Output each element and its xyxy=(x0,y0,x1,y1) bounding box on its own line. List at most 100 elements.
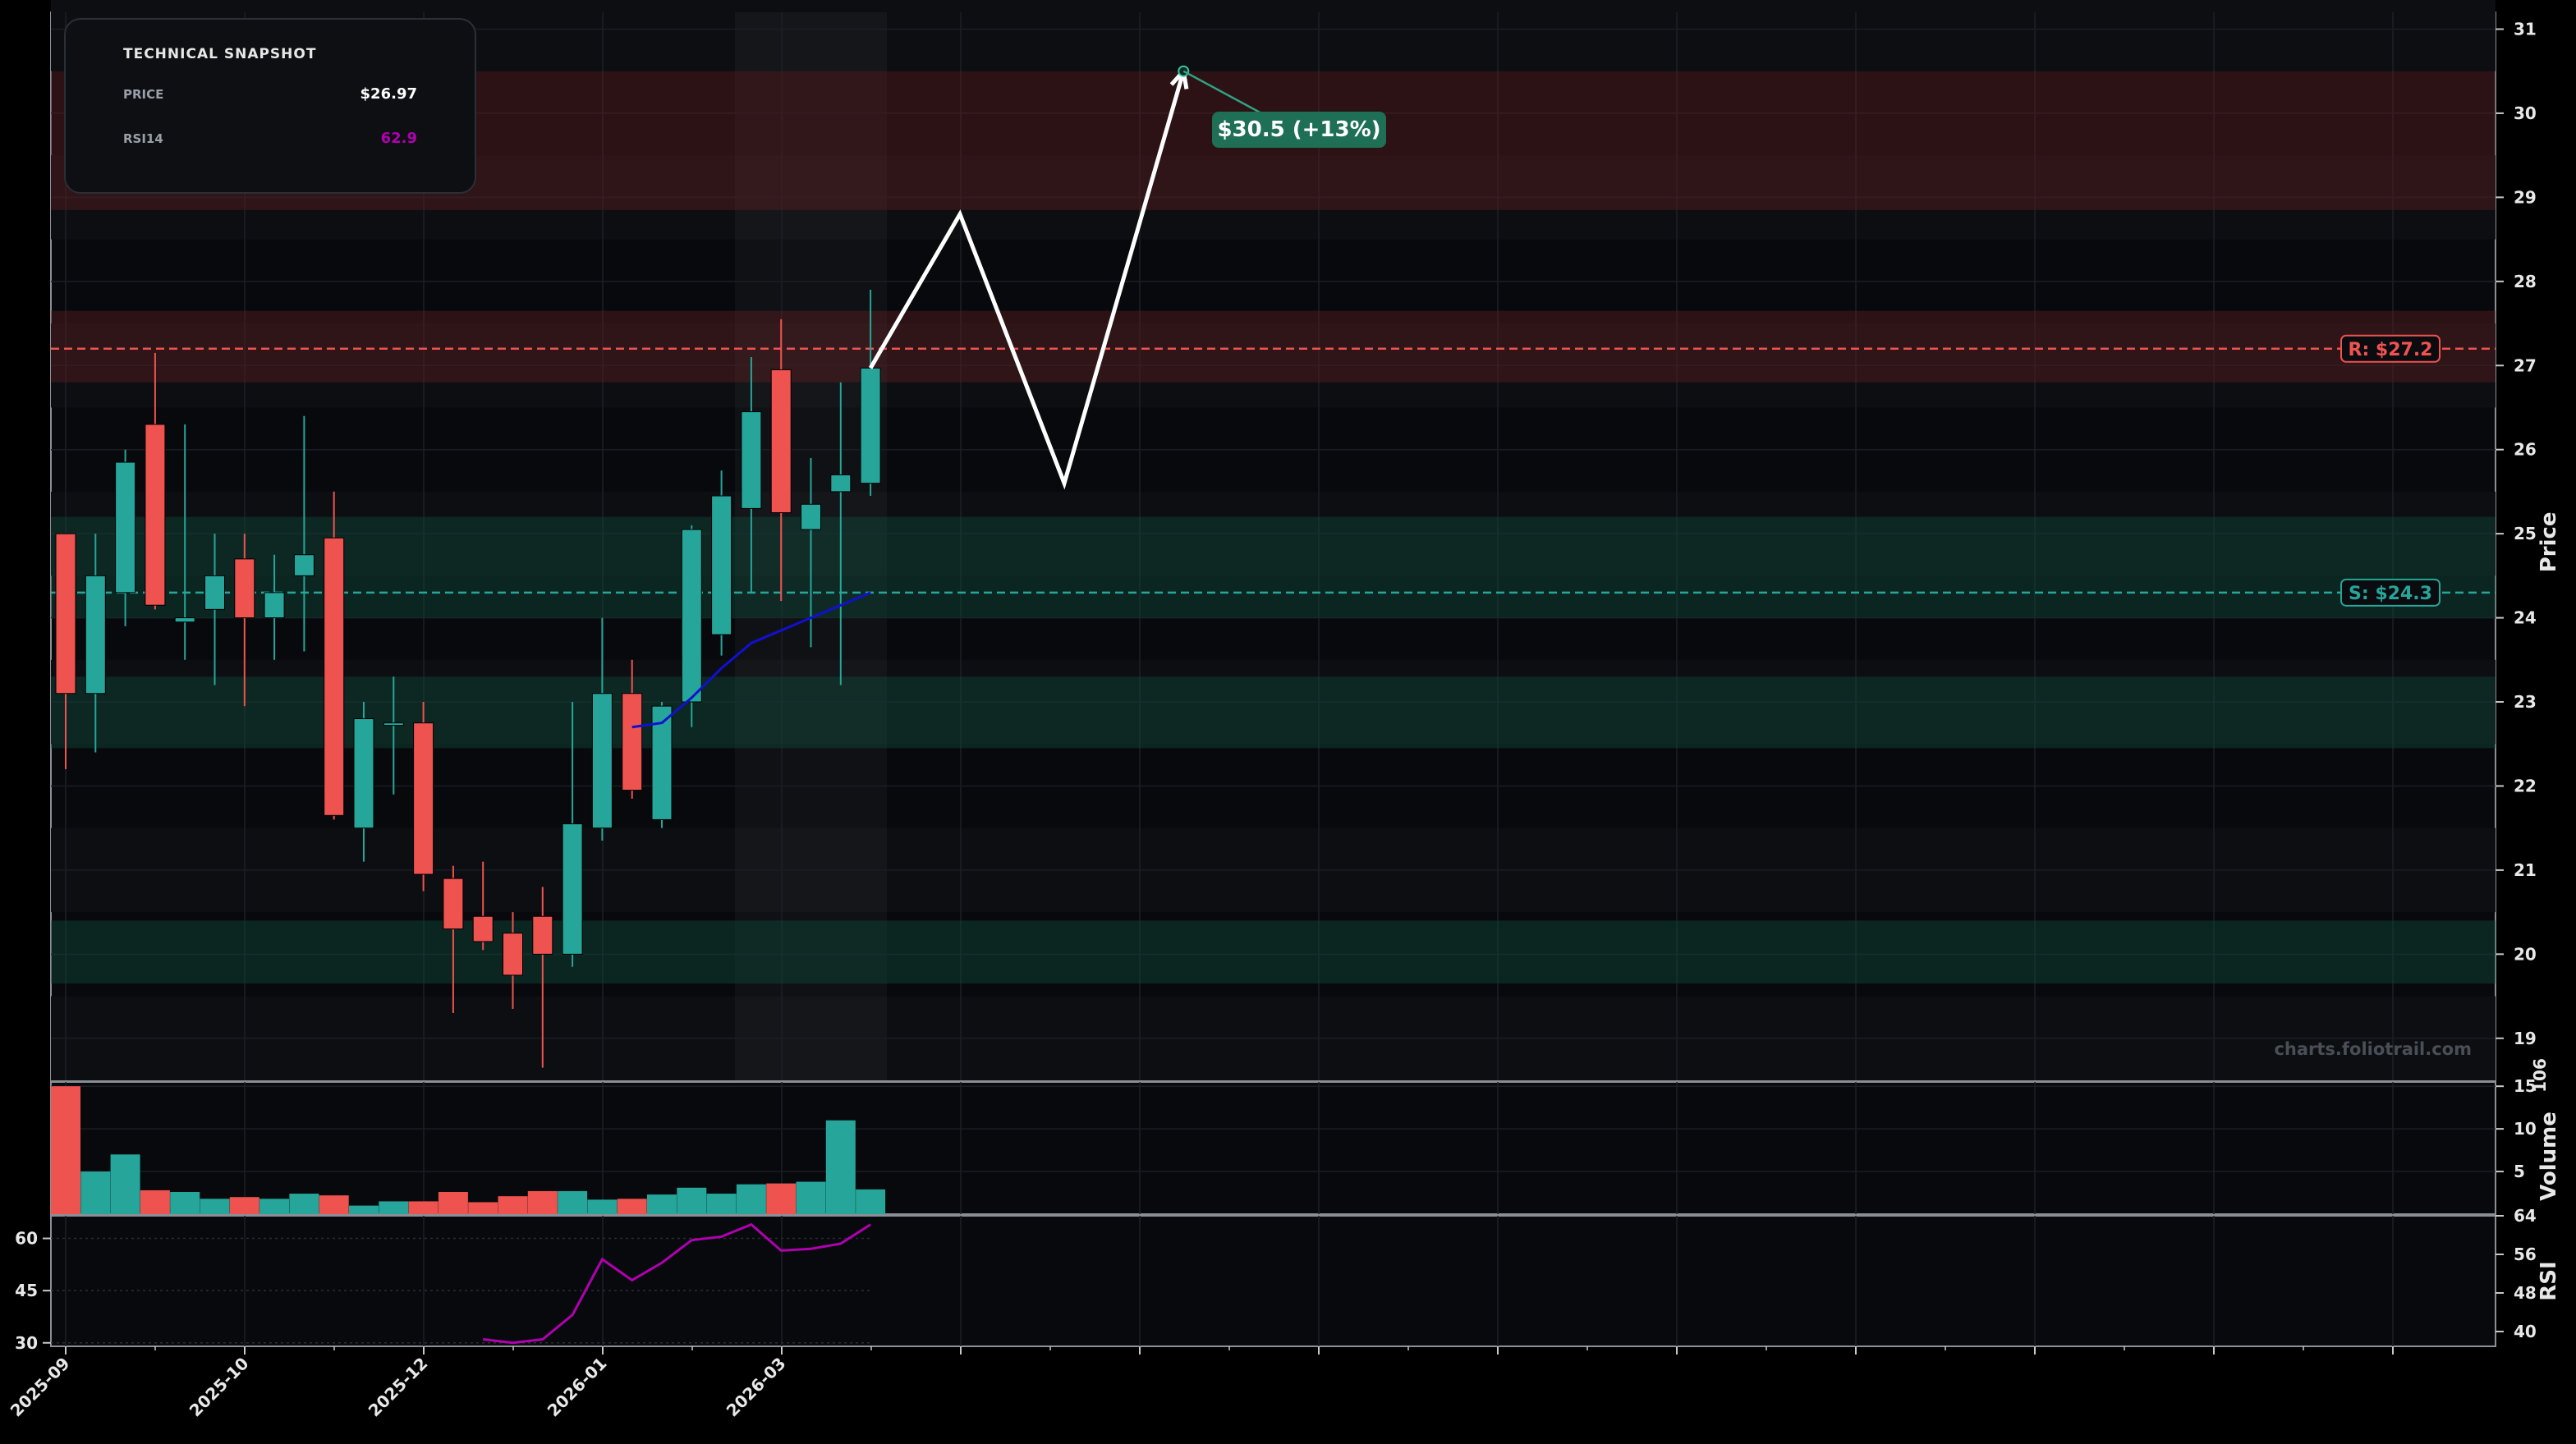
volume-bar xyxy=(259,1199,290,1214)
volume-bar xyxy=(617,1199,647,1214)
target-connector xyxy=(1182,70,1265,117)
volume-axis-exponent: 106 xyxy=(2530,1058,2550,1093)
volume-bar xyxy=(51,1086,80,1214)
candle-body xyxy=(472,915,494,942)
technical-snapshot-card: TECHNICAL SNAPSHOT PRICE $26.97 RSI14 62… xyxy=(64,18,476,194)
price-axis-label: Price xyxy=(2537,511,2561,572)
rsi-right-tick-label: 64 xyxy=(2514,1206,2537,1226)
candle-body xyxy=(55,533,76,694)
candle-body xyxy=(324,537,345,816)
volume-bar xyxy=(140,1190,170,1214)
volume-bar xyxy=(170,1191,200,1214)
rsi-left-tick-label: 30 xyxy=(15,1333,38,1353)
volume-bar xyxy=(408,1201,439,1214)
volume-bar xyxy=(587,1199,618,1214)
moving-average-line xyxy=(631,591,871,729)
rsi-left-tick-label: 45 xyxy=(15,1281,38,1300)
candle-body xyxy=(115,461,136,594)
zone-support xyxy=(51,920,2496,984)
volume-bar xyxy=(856,1189,886,1214)
gridlines xyxy=(51,12,2496,1346)
volume-bar xyxy=(647,1194,677,1214)
volume-bar xyxy=(229,1197,259,1214)
volume-bar xyxy=(349,1205,379,1214)
candle-body xyxy=(413,722,434,875)
candle-body xyxy=(443,878,464,930)
support-label-box xyxy=(2340,578,2441,607)
volume-axis-label: Volume xyxy=(2537,1112,2561,1201)
candle-body xyxy=(770,369,792,514)
snapshot-title: TECHNICAL SNAPSHOT xyxy=(123,46,317,62)
rsi-axis-label: RSI xyxy=(2537,1261,2561,1300)
candle-body xyxy=(532,915,553,955)
rsi-label: RSI14 xyxy=(123,131,163,146)
candle-body xyxy=(801,503,821,530)
watermark: charts.foliotrail.com xyxy=(2274,1039,2472,1059)
rsi-right-tick-label: 48 xyxy=(2514,1283,2537,1303)
candle-body xyxy=(145,424,166,606)
rsi-panel xyxy=(50,1215,2496,1347)
volume-tick-label: 15 xyxy=(2514,1076,2537,1096)
support-resistance-levels: R: $27.2 S: $24.3 xyxy=(51,334,2496,607)
target-label: $30.5 (+13%) xyxy=(1217,117,1380,142)
candle-body xyxy=(591,693,613,829)
projection-line xyxy=(868,71,1186,490)
rsi-right-tick-label: 56 xyxy=(2514,1245,2537,1264)
candle-body xyxy=(383,722,404,727)
volume-bar xyxy=(110,1154,140,1214)
volume-bar xyxy=(558,1190,588,1214)
price-tick-label: 25 xyxy=(2514,524,2537,543)
volume-bar xyxy=(677,1187,707,1214)
candle-body xyxy=(234,558,255,619)
volume-bar xyxy=(796,1181,826,1214)
volume-bars xyxy=(51,1086,886,1214)
price-tick-label: 26 xyxy=(2514,440,2537,460)
price-tick-label: 30 xyxy=(2514,103,2537,123)
candle-body xyxy=(860,367,881,484)
moving-average xyxy=(631,591,871,729)
rsi-value: 62.9 xyxy=(380,130,417,147)
price-tick-label: 31 xyxy=(2514,19,2537,39)
resistance-label: R: $27.2 xyxy=(2349,340,2433,360)
price-tick-label: 19 xyxy=(2514,1029,2537,1048)
price-tick-label: 28 xyxy=(2514,272,2537,291)
price-tick-label: 21 xyxy=(2514,860,2537,880)
price-tick-label: 22 xyxy=(2514,776,2537,795)
volume-tick-label: 10 xyxy=(2514,1119,2537,1139)
rsi-line xyxy=(483,1222,871,1345)
zone-support xyxy=(51,516,2496,618)
projection-path: $30.5 (+13%) xyxy=(868,65,1386,490)
volume-bar xyxy=(319,1195,349,1214)
price-label: PRICE xyxy=(123,87,164,102)
price-tick-label: 24 xyxy=(2514,608,2537,628)
candle-body xyxy=(622,693,643,791)
zone-support xyxy=(51,676,2496,749)
candle-body xyxy=(204,575,225,610)
support-label: S: $24.3 xyxy=(2349,584,2432,604)
volume-bar xyxy=(706,1194,737,1214)
volume-panel xyxy=(50,1081,2496,1215)
volume-bar xyxy=(527,1190,558,1214)
candle-body xyxy=(264,592,285,619)
target-label-box xyxy=(1212,112,1386,148)
price-value: $26.97 xyxy=(360,85,417,103)
volume-bar xyxy=(736,1184,766,1214)
volume-tick-label: 5 xyxy=(2514,1162,2525,1181)
candle-body xyxy=(174,617,195,623)
volume-bar xyxy=(379,1201,409,1214)
volume-bar xyxy=(80,1171,111,1214)
rsi-right-tick-label: 40 xyxy=(2514,1322,2537,1341)
volume-bar xyxy=(200,1199,230,1214)
candlesticks xyxy=(55,290,881,1068)
candle-body xyxy=(681,529,702,703)
candle-body xyxy=(85,575,106,694)
volume-bar xyxy=(766,1183,797,1214)
volume-bar xyxy=(289,1194,319,1214)
price-tick-label: 29 xyxy=(2514,187,2537,207)
price-tick-label: 23 xyxy=(2514,692,2537,712)
candle-body xyxy=(293,554,315,576)
candle-body xyxy=(741,411,762,509)
candle-body xyxy=(830,474,852,493)
zone-resistance xyxy=(51,310,2496,383)
